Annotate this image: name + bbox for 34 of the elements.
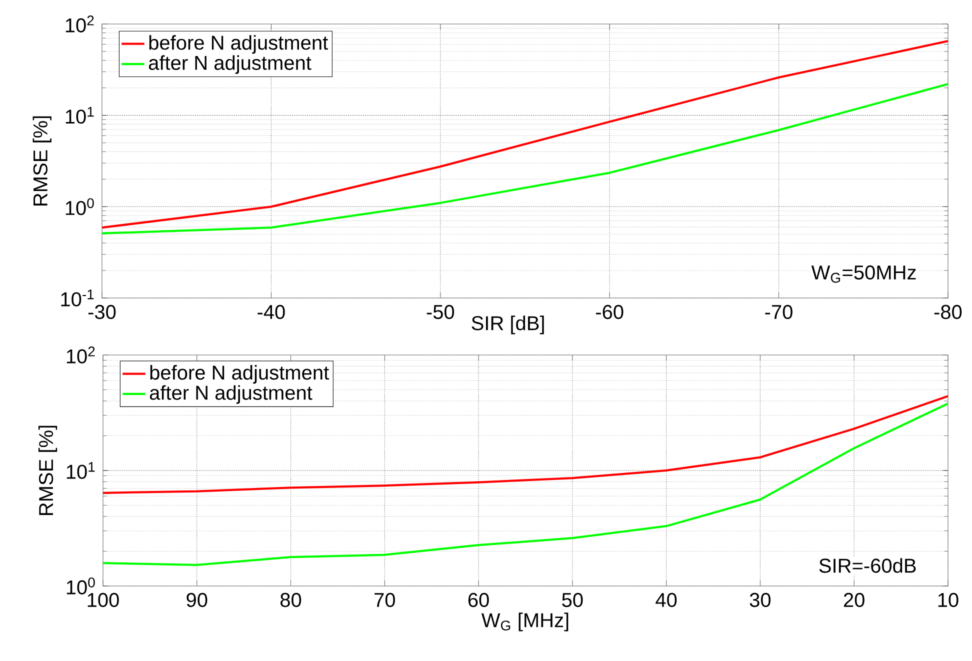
annotation: W$_{G}$=50MHz (811, 265, 916, 283)
x-tick-label: -60 (596, 304, 624, 320)
y-tick-label: 10$^{0}$ (66, 578, 95, 594)
x-tick-label: -50 (426, 304, 454, 320)
x-tick-label: 90 (186, 592, 208, 608)
y-tick-label: 10$^{1}$ (66, 462, 95, 479)
x-tick-label: -30 (88, 304, 116, 320)
y-axis-title: RMSE [%] (38, 426, 58, 515)
x-tick-label: 80 (280, 592, 302, 608)
x-axis-title: SIR [dB] (472, 316, 544, 334)
line-series (102, 82, 948, 234)
legend-label: before N adjustment (150, 365, 329, 384)
x-tick-label: 10 (938, 592, 958, 608)
x-tick-label: -80 (934, 304, 962, 320)
x-axis-title: W$_{G}$ [MHz] (481, 612, 568, 632)
x-tick-label: 100 (88, 592, 119, 608)
x-tick-label: 20 (844, 592, 864, 608)
legend-label: after N adjustment (150, 385, 312, 404)
x-tick-label: 60 (468, 592, 489, 608)
y-axis-title: RMSE [%] (32, 116, 52, 206)
y-tick-label: 10$^{0}$ (66, 198, 94, 216)
x-tick-label: 40 (656, 592, 677, 608)
legend-label: before N adjustment (149, 35, 328, 54)
annotation: SIR=-60dB (819, 558, 916, 573)
y-tick-label: 10$^{2}$ (66, 346, 95, 364)
x-tick-label: 50 (562, 592, 583, 608)
x-tick-label: 30 (750, 592, 771, 608)
x-tick-label: 70 (374, 592, 395, 608)
y-tick-label: 10$^{-1}$ (61, 290, 94, 306)
legend-label: after N adjustment (148, 55, 312, 74)
x-tick-label: -70 (765, 304, 792, 320)
y-tick-label: 10$^{1}$ (66, 106, 94, 124)
y-tick-label: 10$^{2}$ (66, 16, 94, 32)
x-tick-label: -40 (258, 304, 285, 320)
